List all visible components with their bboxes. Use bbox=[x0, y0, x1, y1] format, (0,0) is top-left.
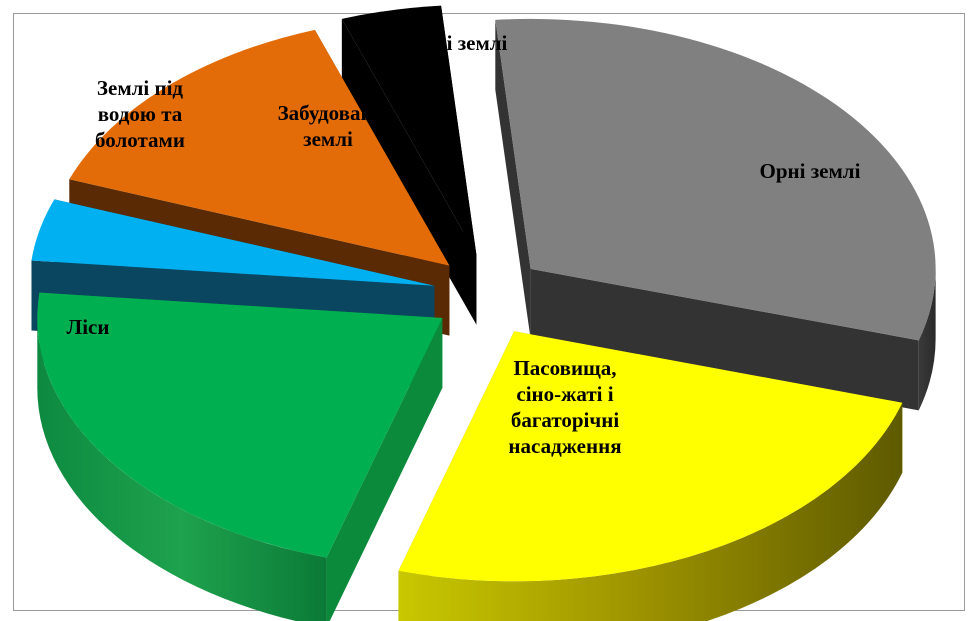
pie-slice-wall bbox=[495, 19, 531, 339]
pie-slice-top bbox=[69, 29, 450, 266]
pie-slice-6 bbox=[341, 5, 477, 325]
pie-slice-top bbox=[37, 292, 443, 558]
pie-slice-side bbox=[918, 268, 936, 411]
slice-label: Землі під водою та болотами bbox=[95, 76, 185, 152]
pie-slice-top bbox=[495, 18, 936, 341]
slice-label: Пасовища, сіно-жаті і багаторічні насадженн… bbox=[508, 356, 621, 458]
slice-label: Ліси bbox=[67, 315, 110, 339]
pie-slice-top bbox=[31, 199, 435, 286]
slice-label: Інші землі bbox=[409, 31, 508, 55]
pie-slice-top bbox=[341, 5, 477, 255]
pie-slice-side bbox=[398, 402, 903, 621]
pie-slice-wall bbox=[530, 268, 919, 411]
pie-slice-side bbox=[37, 317, 327, 621]
slice-label: Орні землі bbox=[760, 159, 861, 183]
pie-slice-top bbox=[398, 331, 903, 582]
pie-slice-2 bbox=[398, 331, 903, 621]
pie-slice-3 bbox=[37, 292, 443, 621]
pie-slice-wall bbox=[341, 18, 477, 325]
slice-label: Забудовані землі bbox=[278, 101, 379, 151]
pie-slice-1 bbox=[495, 18, 936, 411]
pie-slice-wall bbox=[326, 317, 443, 621]
